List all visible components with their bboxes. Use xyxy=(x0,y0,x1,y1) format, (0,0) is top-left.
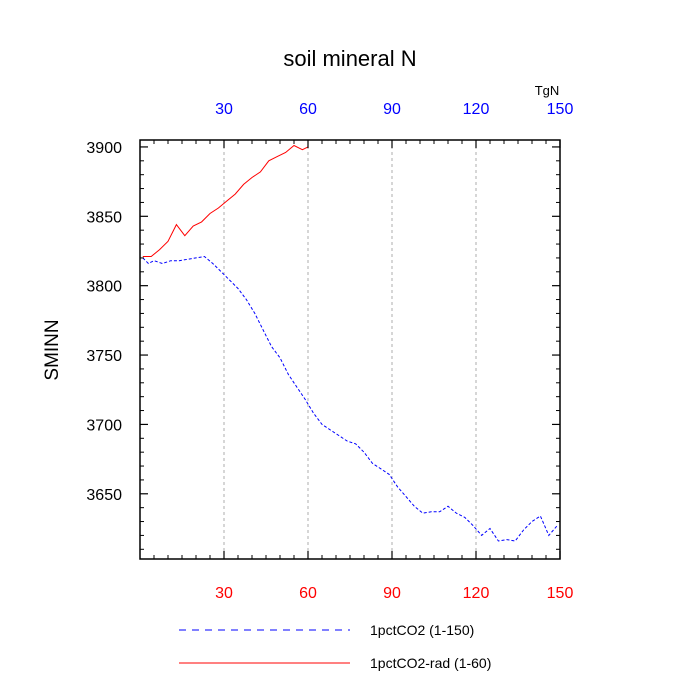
y-tick-label: 3700 xyxy=(86,417,122,434)
units-label: TgN xyxy=(535,83,560,98)
x-top-tick-label: 90 xyxy=(383,101,401,118)
chart-title: soil mineral N xyxy=(283,46,416,71)
y-tick-label: 3750 xyxy=(86,348,122,365)
series-line-1 xyxy=(142,255,558,542)
y-tick-label: 3650 xyxy=(86,487,122,504)
x-tick-label: 150 xyxy=(547,585,574,602)
legend: 1pctCO2 (1-150) 1pctCO2-rad (1-60) xyxy=(179,622,491,671)
legend-label: 1pctCO2 (1-150) xyxy=(370,622,474,638)
x-tick-label: 90 xyxy=(383,585,401,602)
series-line-2 xyxy=(142,144,309,257)
plot-frame xyxy=(139,139,561,560)
x-top-tick-label: 60 xyxy=(299,101,317,118)
x-tick-label: 60 xyxy=(299,585,317,602)
x-tick-label: 120 xyxy=(463,585,490,602)
y-tick-label: 3900 xyxy=(86,140,122,157)
x-top-tick-label: 150 xyxy=(547,101,574,118)
x-top-tick-label: 120 xyxy=(463,101,490,118)
y-tick-label: 3850 xyxy=(86,209,122,226)
grid xyxy=(223,140,477,559)
axes: 30 30 60 60 90 90 120 120 150 150 3650 3700 3750 3800… xyxy=(86,101,573,602)
legend-label: 1pctCO2-rad (1-60) xyxy=(370,655,491,671)
x-top-tick-label: 30 xyxy=(215,101,233,118)
y-tick-label: 3800 xyxy=(86,279,122,296)
y-axis-label: SMINN xyxy=(42,319,63,380)
x-tick-label: 30 xyxy=(215,585,233,602)
series-lines xyxy=(142,144,558,542)
